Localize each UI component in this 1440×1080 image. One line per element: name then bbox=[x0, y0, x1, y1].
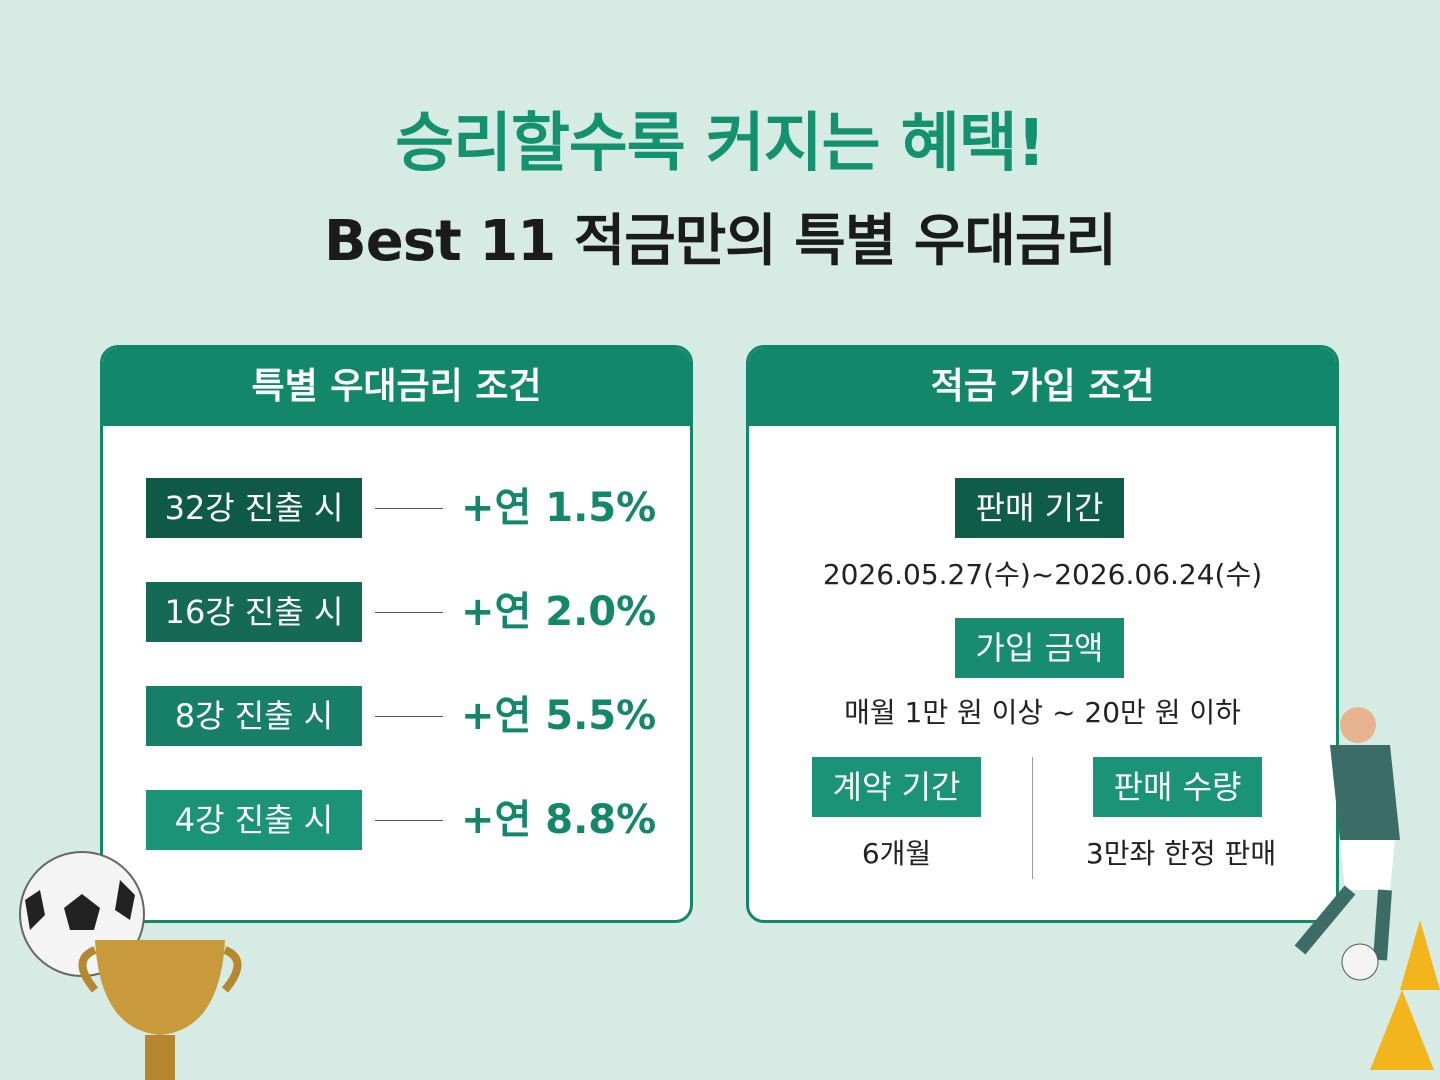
player-shirt bbox=[1330, 745, 1400, 840]
section-text: 2026.05.27(수)~2026.06.24(수) bbox=[822, 558, 1263, 591]
card-title: 특별 우대금리 조건 bbox=[103, 348, 690, 426]
small-ball bbox=[1341, 943, 1379, 981]
player-head bbox=[1340, 707, 1376, 743]
ball-patch bbox=[25, 880, 135, 930]
section-tag: 판매 수량 bbox=[1093, 757, 1262, 817]
title: 승리할수록 커지는 혜택! bbox=[395, 107, 1046, 181]
subtitle: Best 11 적금만의 특별 우대금리 bbox=[324, 209, 1117, 274]
ball-patch bbox=[64, 894, 100, 930]
trophy-stem bbox=[145, 1035, 175, 1080]
section-tag: 가입 금액 bbox=[955, 618, 1124, 678]
cone bbox=[1400, 920, 1440, 990]
trophy-cup bbox=[95, 940, 225, 1035]
section-text: 6개월 bbox=[861, 837, 932, 870]
decor-left bbox=[19, 851, 242, 1080]
decor-right bbox=[1294, 707, 1440, 1070]
condition-tag: 8강 진출 시 bbox=[146, 686, 362, 746]
rate: +연 2.0% bbox=[461, 589, 657, 635]
rate: +연 8.8% bbox=[461, 797, 657, 843]
connector bbox=[375, 716, 443, 717]
condition-tag: 32강 진출 시 bbox=[146, 478, 362, 538]
trophy-handle bbox=[78, 946, 242, 993]
condition-tag: 4강 진출 시 bbox=[146, 790, 362, 850]
section-tag: 판매 기간 bbox=[955, 478, 1124, 538]
divider bbox=[1032, 757, 1033, 879]
connector bbox=[375, 612, 443, 613]
section-tag: 계약 기간 bbox=[812, 757, 981, 817]
section-text: 매월 1만 원 이상 ~ 20만 원 이하 bbox=[844, 696, 1241, 729]
connector bbox=[375, 820, 443, 821]
rate-card: 특별 우대금리 조건 32강 진출 시 +연 1.5% 16강 진출 시 +연 … bbox=[100, 345, 693, 923]
connector bbox=[375, 508, 443, 509]
player-shorts bbox=[1340, 840, 1395, 890]
section-text: 3만좌 한정 판매 bbox=[1085, 837, 1277, 870]
card-title: 적금 가입 조건 bbox=[749, 348, 1336, 426]
cone bbox=[1370, 990, 1434, 1070]
player-legs bbox=[1294, 885, 1392, 961]
rate: +연 5.5% bbox=[461, 693, 657, 739]
join-card: 적금 가입 조건 판매 기간 2026.05.27(수)~2026.06.24(… bbox=[746, 345, 1339, 923]
condition-tag: 16강 진출 시 bbox=[146, 582, 362, 642]
rate: +연 1.5% bbox=[461, 485, 657, 531]
